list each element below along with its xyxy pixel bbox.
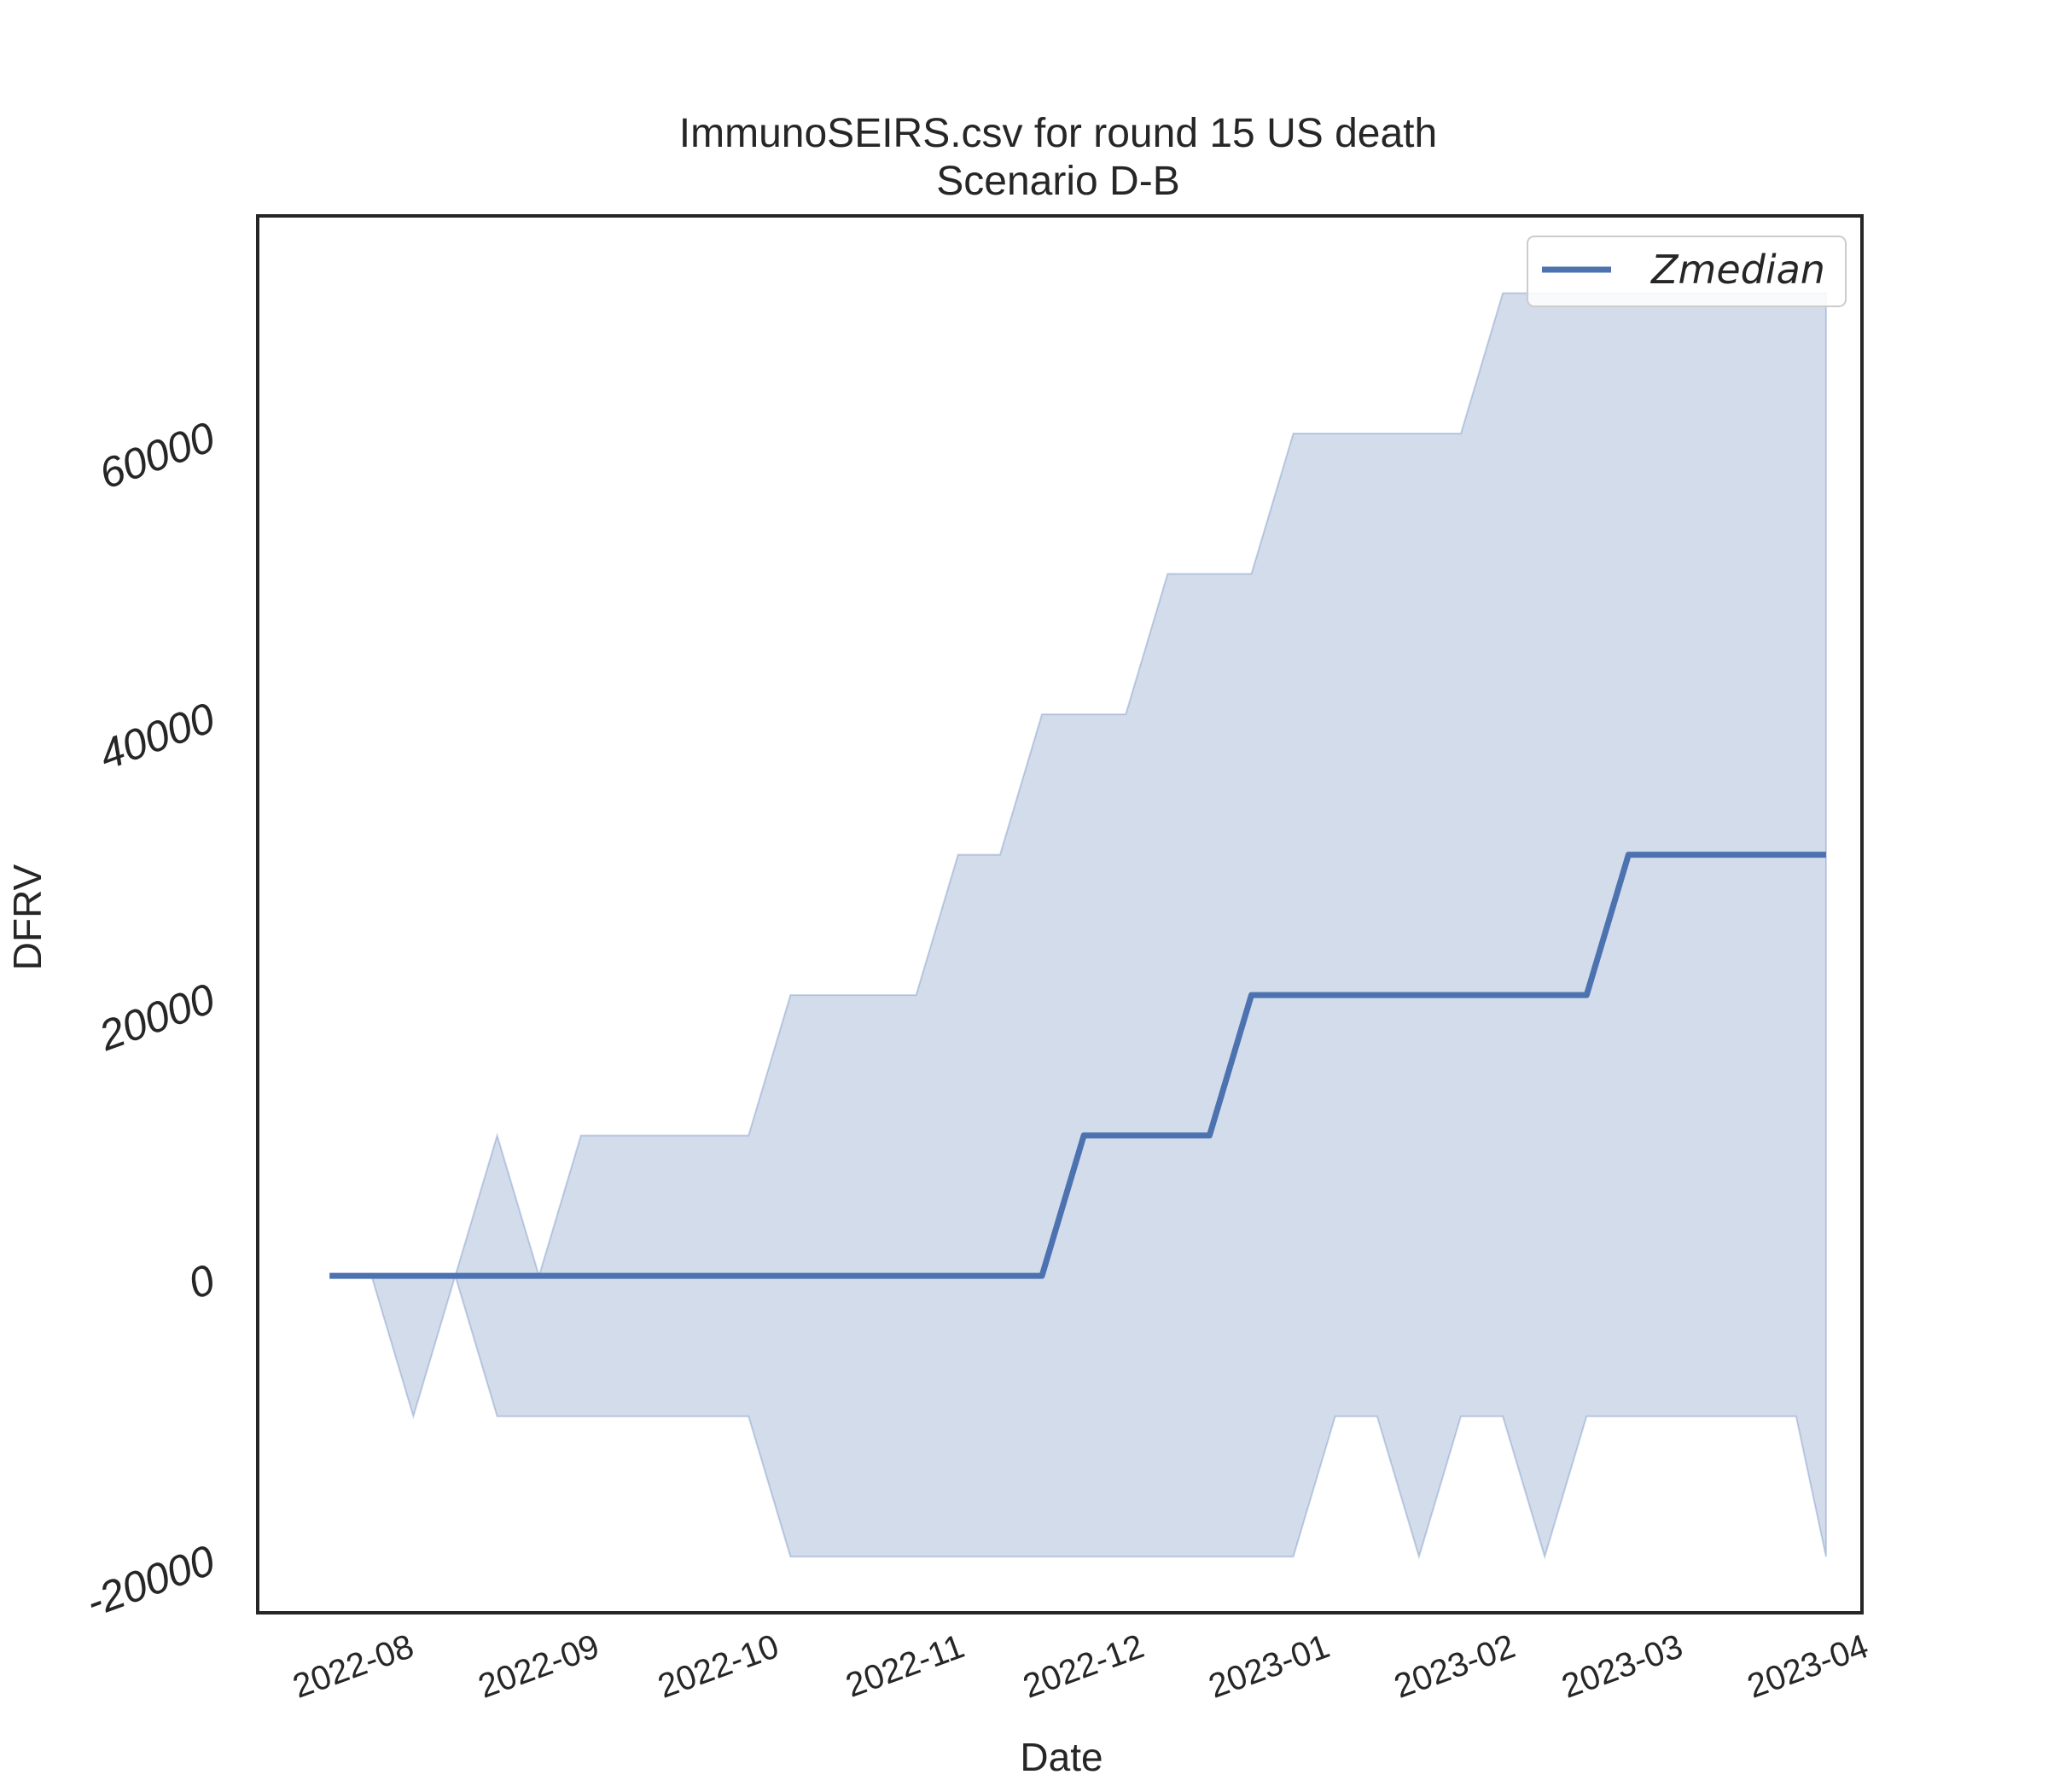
y-axis-label: DFRV (5, 864, 49, 970)
confidence-band (329, 292, 1827, 1560)
chart-title: ImmunoSEIRS.csv for round 15 US death (679, 111, 1437, 156)
series-line-zmedian (329, 852, 1826, 1279)
plot-frame (256, 214, 1864, 1615)
chart-subtitle: Scenario D-B (936, 159, 1179, 204)
x-axis-label: Date (1020, 1735, 1103, 1779)
plot-area (329, 292, 1827, 1560)
legend: Zmedian (1527, 236, 1847, 307)
legend-box (1527, 236, 1847, 307)
legend-label-zmedian: Zmedian (1649, 247, 1825, 293)
